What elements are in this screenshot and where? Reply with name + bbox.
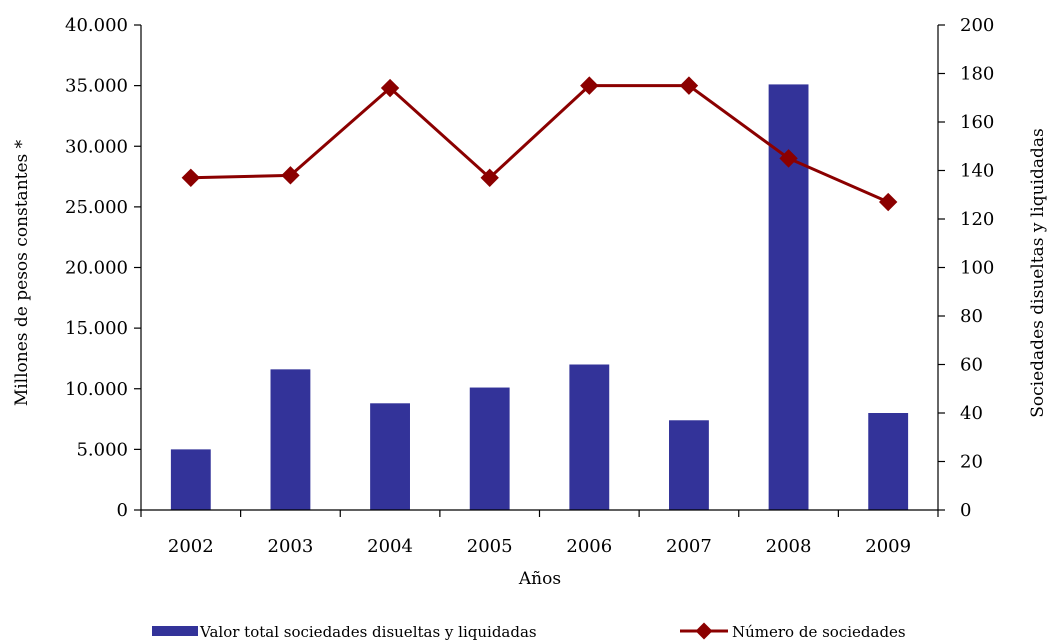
y-right-tick-label: 120 — [960, 209, 994, 230]
line-point — [380, 78, 400, 98]
y-tick-label: 35.000 — [65, 76, 128, 97]
y-tick-label: 25.000 — [65, 197, 128, 218]
y-tick-label: 15.000 — [65, 318, 128, 339]
y-axis-right-title: Sociedades disueltas y liquidadas — [1028, 128, 1048, 417]
y-right-tick-label: 20 — [960, 452, 983, 473]
x-axis-ticks: 2002 2003 2004 2005 2006 2007 2008 2009 — [140, 510, 939, 557]
line-point — [281, 166, 300, 185]
right-axis-ticks: 0 20 40 60 80 100 120 140 160 180 200 — [938, 15, 994, 521]
y-tick-label: 30.000 — [65, 136, 128, 157]
x-tick-label: 2007 — [666, 536, 712, 557]
bar — [370, 403, 410, 510]
line-series-path — [190, 84, 889, 204]
legend-line-marker — [695, 622, 713, 640]
bar — [569, 364, 610, 510]
y-right-tick-label: 200 — [960, 15, 994, 36]
line-point — [779, 149, 798, 168]
y-right-tick-label: 60 — [960, 355, 983, 376]
y-tick-label: 10.000 — [65, 379, 128, 400]
x-tick-label: 2008 — [766, 536, 812, 557]
x-tick-label: 2002 — [168, 536, 214, 557]
bar — [270, 369, 311, 510]
line-point — [181, 168, 201, 187]
y-right-tick-label: 0 — [960, 500, 971, 521]
y-right-tick-label: 80 — [960, 306, 983, 327]
y-tick-label: 20.000 — [65, 258, 128, 279]
y-axis-title: Millones de pesos constantes * — [12, 139, 32, 406]
y-right-tick-label: 180 — [960, 64, 994, 85]
x-tick-label: 2004 — [367, 536, 413, 557]
legend-bar-swatch — [152, 626, 198, 636]
bar — [868, 413, 909, 510]
x-tick-label: 2005 — [467, 536, 513, 557]
line-point — [480, 168, 499, 187]
line-markers — [181, 76, 898, 212]
x-tick-label: 2003 — [268, 536, 314, 557]
line-point — [878, 192, 898, 212]
x-tick-label: 2006 — [566, 536, 612, 557]
y-tick-label: 40.000 — [65, 15, 128, 36]
legend-bar-label: Valor total sociedades disueltas y liqui… — [199, 623, 537, 640]
line-point — [679, 76, 699, 95]
bar-series — [170, 84, 909, 510]
x-axis-title: Años — [518, 569, 561, 589]
bar — [170, 449, 211, 510]
y-right-tick-label: 140 — [960, 161, 994, 182]
y-tick-label: 0 — [117, 500, 128, 521]
y-right-tick-label: 100 — [960, 258, 994, 279]
bar — [669, 420, 709, 510]
y-right-tick-label: 40 — [960, 403, 983, 424]
legend: Valor total sociedades disueltas y liqui… — [152, 622, 906, 640]
left-axis-ticks: 0 5.000 10.000 15.000 20.000 25.000 30.000 35.0… — [65, 15, 141, 521]
y-right-tick-label: 160 — [960, 112, 994, 133]
legend-line-label: Número de sociedades — [732, 623, 906, 640]
line-series — [190, 84, 889, 204]
x-tick-label: 2009 — [865, 536, 911, 557]
bar — [469, 387, 510, 510]
line-point — [580, 76, 599, 95]
y-tick-label: 5.000 — [76, 439, 128, 460]
